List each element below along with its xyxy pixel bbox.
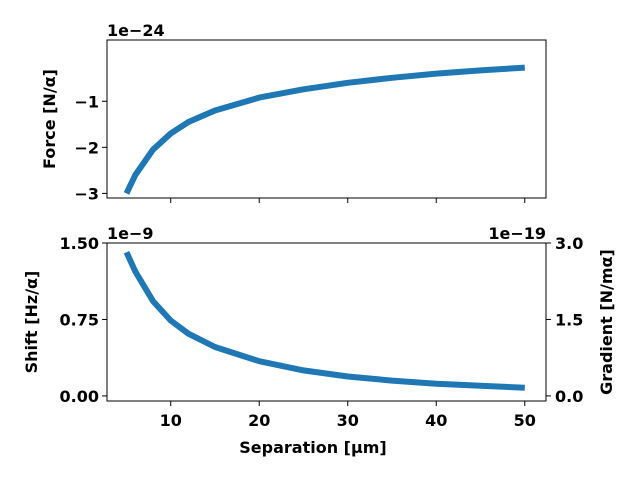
shift-offset-label: 1e−9 xyxy=(107,224,154,243)
shift-xtick-label: 10 xyxy=(160,411,182,430)
force-series-line xyxy=(123,64,525,195)
force-offset-label: 1e−24 xyxy=(107,21,165,40)
shift-axes-frame xyxy=(106,242,547,402)
force-yticks: −1 −2 −3 xyxy=(74,92,107,203)
gradient-ylabel: Gradient [N/mα] xyxy=(597,249,616,395)
separation-xlabel: Separation [μm] xyxy=(239,438,386,457)
shift-yticks: 0.00 0.75 1.50 xyxy=(60,234,107,406)
shift-ytick-label: 0.75 xyxy=(60,310,99,329)
force-ytick-label: −3 xyxy=(74,184,99,203)
force-series-group xyxy=(123,64,525,195)
force-xticks xyxy=(170,198,526,203)
force-axes-frame xyxy=(106,39,547,199)
shift-panel: 1e−9 1e−19 Shift [Hz/α] Gradient [N/mα] … xyxy=(22,224,616,457)
shift-ytick-label: 0.00 xyxy=(60,387,99,406)
force-ytick-label: −1 xyxy=(74,92,99,111)
shift-xtick-label: 50 xyxy=(514,411,536,430)
force-ylabel: Force [N/α] xyxy=(40,69,59,169)
force-panel: 1e−24 Force [N/α] −1 −2 −3 xyxy=(40,21,547,203)
gradient-ytick-label: 3.0 xyxy=(555,234,583,253)
shift-series-group xyxy=(123,250,525,391)
gradient-ytick-label: 0.0 xyxy=(555,387,583,406)
gradient-yticks: 0.0 1.5 3.0 xyxy=(546,234,583,406)
gradient-ytick-label: 1.5 xyxy=(555,310,583,329)
shift-xtick-label: 20 xyxy=(248,411,270,430)
shift-xtick-label: 30 xyxy=(337,411,359,430)
shift-xtick-label: 40 xyxy=(425,411,447,430)
shift-ytick-label: 1.50 xyxy=(60,234,99,253)
gradient-offset-label: 1e−19 xyxy=(488,224,546,243)
force-ytick-label: −2 xyxy=(74,138,99,157)
shift-ylabel: Shift [Hz/α] xyxy=(22,271,41,374)
separation-xticks: 10 20 30 40 50 xyxy=(160,401,536,430)
shift-series-line xyxy=(123,250,525,391)
